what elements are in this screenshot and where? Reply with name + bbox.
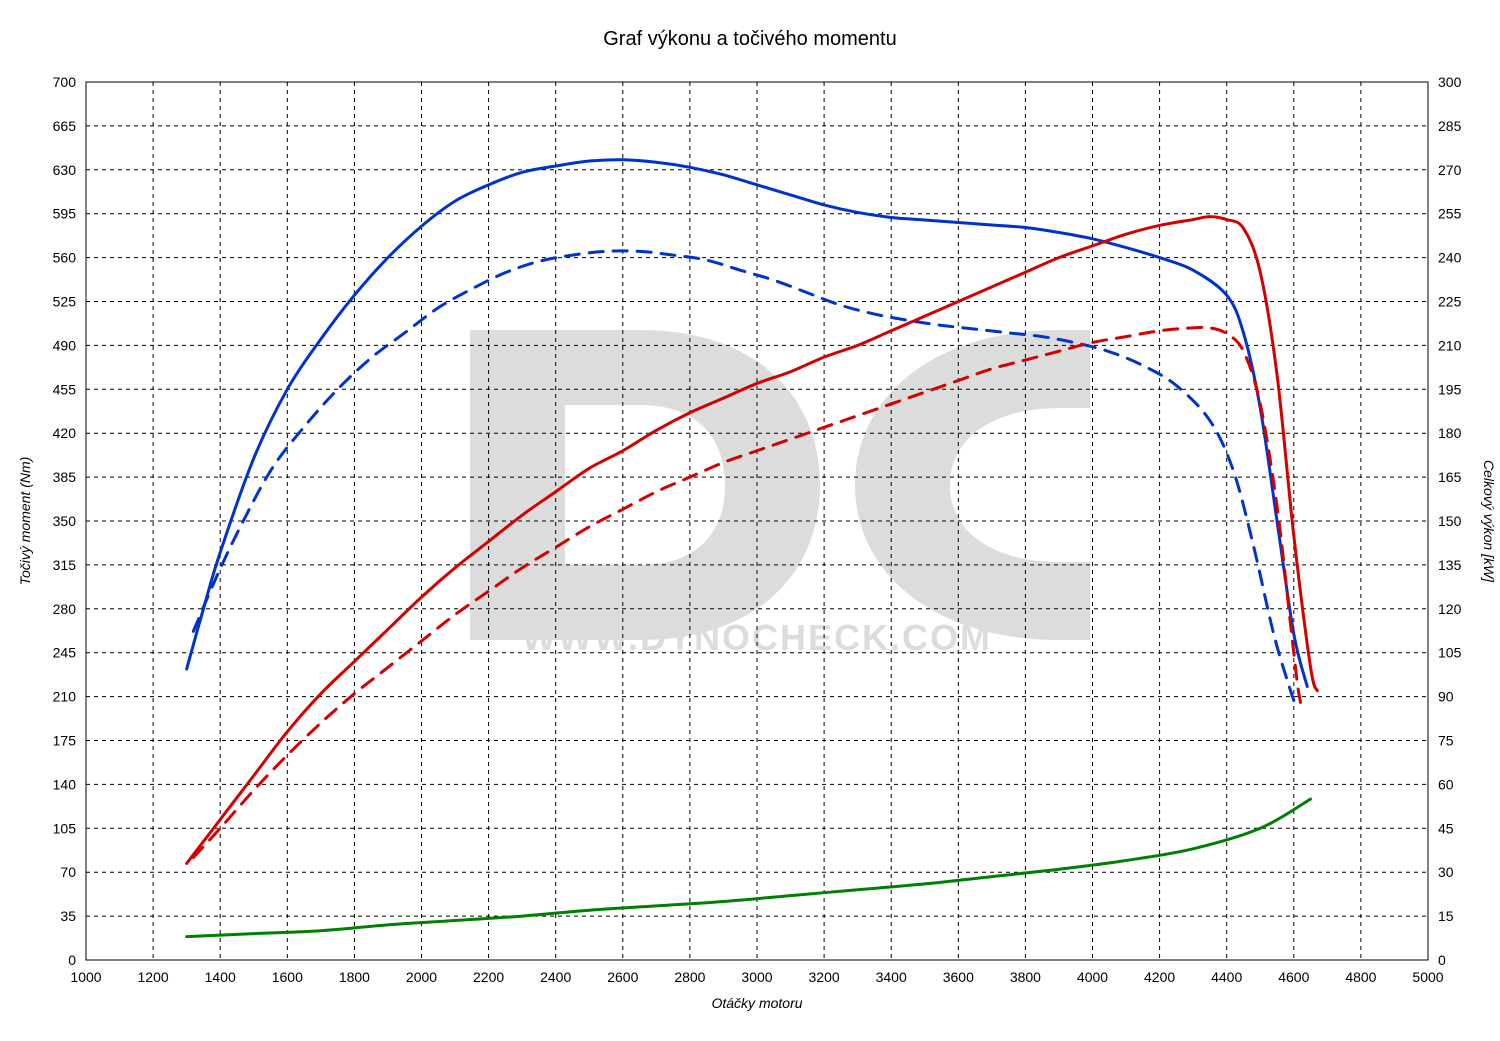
svg-text:595: 595 (53, 206, 77, 222)
svg-text:525: 525 (53, 294, 77, 310)
svg-text:350: 350 (53, 513, 77, 529)
y-right-axis-label: Celkový výkon [kW] (1481, 460, 1497, 583)
svg-text:210: 210 (1438, 337, 1462, 353)
svg-text:135: 135 (1438, 557, 1462, 573)
svg-text:1800: 1800 (339, 969, 370, 985)
svg-text:630: 630 (53, 162, 77, 178)
svg-text:4200: 4200 (1144, 969, 1175, 985)
series-loss_green (187, 799, 1311, 937)
svg-text:245: 245 (53, 645, 77, 661)
svg-text:0: 0 (68, 952, 76, 968)
svg-text:240: 240 (1438, 250, 1462, 266)
svg-text:665: 665 (53, 118, 77, 134)
chart-title: Graf výkonu a točivého momentu (0, 28, 1500, 51)
svg-text:140: 140 (53, 776, 77, 792)
svg-text:75: 75 (1438, 733, 1454, 749)
svg-text:45: 45 (1438, 820, 1454, 836)
svg-text:3000: 3000 (741, 969, 772, 985)
svg-text:4000: 4000 (1077, 969, 1108, 985)
svg-text:105: 105 (1438, 645, 1462, 661)
svg-text:1400: 1400 (205, 969, 236, 985)
svg-text:120: 120 (1438, 601, 1462, 617)
svg-text:105: 105 (53, 820, 77, 836)
svg-text:1000: 1000 (70, 969, 101, 985)
svg-text:2600: 2600 (607, 969, 638, 985)
svg-text:210: 210 (53, 689, 77, 705)
svg-text:35: 35 (60, 908, 76, 924)
svg-text:70: 70 (60, 864, 76, 880)
svg-text:2200: 2200 (473, 969, 504, 985)
svg-text:385: 385 (53, 469, 77, 485)
svg-text:3400: 3400 (876, 969, 907, 985)
svg-text:255: 255 (1438, 206, 1462, 222)
svg-text:0: 0 (1438, 952, 1446, 968)
svg-text:30: 30 (1438, 864, 1454, 880)
svg-text:2400: 2400 (540, 969, 571, 985)
dyno-chart: WWW.DYNOCHECK.COM10001200140016001800200… (0, 0, 1500, 1041)
svg-text:195: 195 (1438, 381, 1462, 397)
svg-text:3200: 3200 (809, 969, 840, 985)
svg-text:225: 225 (1438, 294, 1462, 310)
svg-text:3800: 3800 (1010, 969, 1041, 985)
svg-text:2800: 2800 (674, 969, 705, 985)
svg-text:180: 180 (1438, 425, 1462, 441)
svg-text:4600: 4600 (1278, 969, 1309, 985)
svg-text:300: 300 (1438, 74, 1462, 90)
svg-text:280: 280 (53, 601, 77, 617)
svg-text:270: 270 (1438, 162, 1462, 178)
watermark: WWW.DYNOCHECK.COM (470, 330, 1090, 658)
svg-text:90: 90 (1438, 689, 1454, 705)
svg-text:60: 60 (1438, 776, 1454, 792)
svg-text:1600: 1600 (272, 969, 303, 985)
svg-text:4800: 4800 (1345, 969, 1376, 985)
svg-text:455: 455 (53, 381, 77, 397)
svg-text:15: 15 (1438, 908, 1454, 924)
svg-text:700: 700 (53, 74, 77, 90)
svg-text:315: 315 (53, 557, 77, 573)
svg-text:490: 490 (53, 337, 77, 353)
svg-text:3600: 3600 (943, 969, 974, 985)
svg-text:2000: 2000 (406, 969, 437, 985)
svg-text:150: 150 (1438, 513, 1462, 529)
x-axis-label: Otáčky motoru (711, 995, 802, 1011)
svg-text:285: 285 (1438, 118, 1462, 134)
svg-text:5000: 5000 (1412, 969, 1443, 985)
svg-text:4400: 4400 (1211, 969, 1242, 985)
svg-text:165: 165 (1438, 469, 1462, 485)
svg-text:175: 175 (53, 733, 77, 749)
svg-text:560: 560 (53, 250, 77, 266)
y-left-axis-label: Točivý moment (Nm) (17, 457, 33, 586)
svg-text:1200: 1200 (138, 969, 169, 985)
svg-text:420: 420 (53, 425, 77, 441)
